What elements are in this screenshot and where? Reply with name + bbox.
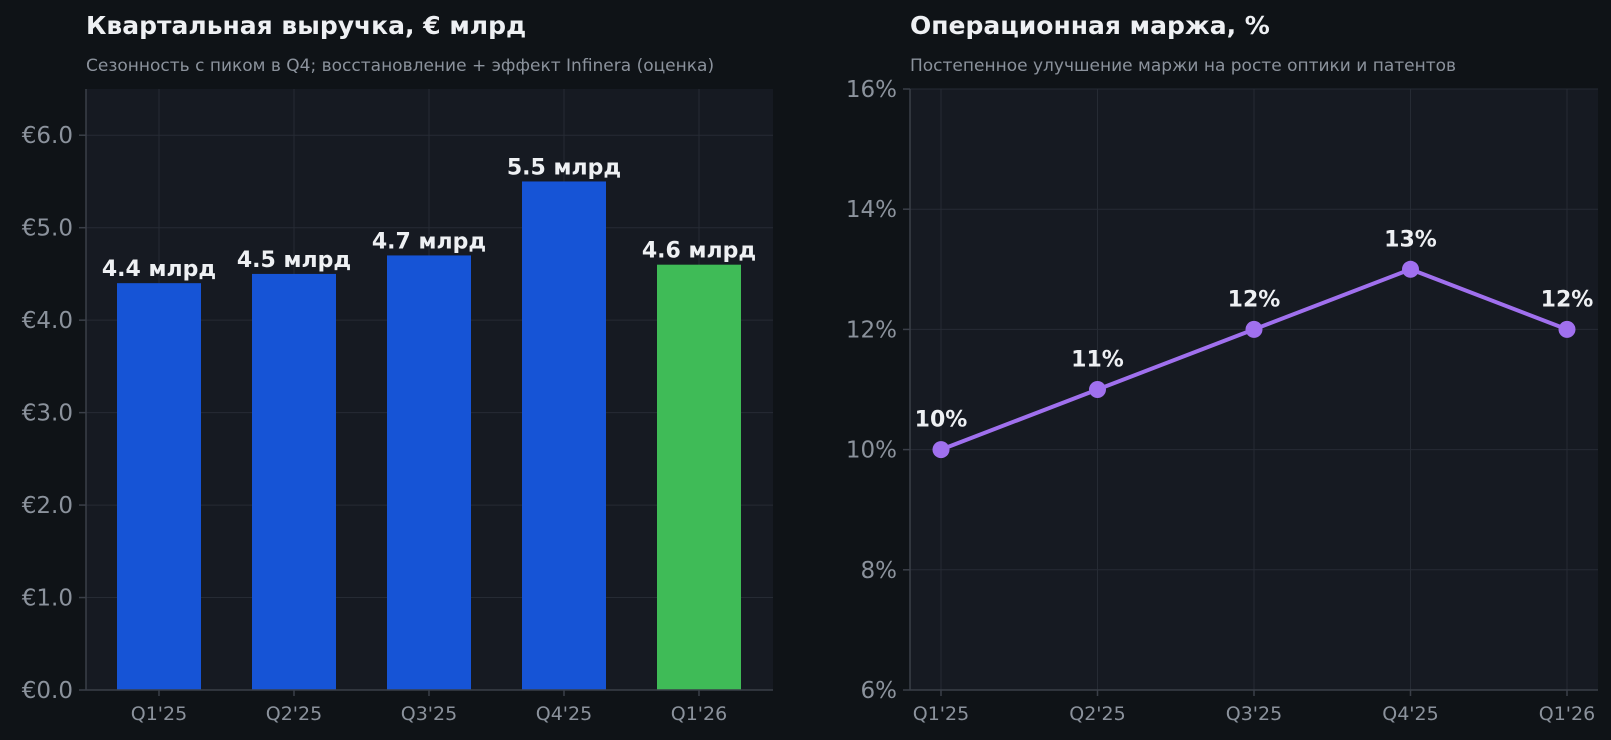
margin-x-ticks: Q1'25 Q2'25 Q3'25 Q4'25 Q1'26 <box>913 703 1595 725</box>
margin-data-label: 12% <box>1228 287 1281 312</box>
revenue-x-tick-label: Q1'25 <box>131 703 187 725</box>
revenue-bar-chart: Квартальная выручка, € млрд Сезонность с… <box>22 11 773 725</box>
margin-y-tick-label: 14% <box>846 197 897 223</box>
revenue-x-ticks: Q1'25 Q2'25 Q3'25 Q4'25 Q1'26 <box>131 703 727 725</box>
revenue-x-tick-label: Q3'25 <box>401 703 457 725</box>
revenue-data-labels: 4.4 млрд 4.5 млрд 4.7 млрд 5.5 млрд 4.6 млрд <box>102 155 756 282</box>
revenue-y-tick-label: €4.0 <box>22 308 73 334</box>
margin-y-tick-label: 10% <box>846 438 897 464</box>
revenue-x-tick-label: Q4'25 <box>536 703 592 725</box>
margin-y-tick-label: 16% <box>846 77 897 103</box>
revenue-x-tick-label: Q1'26 <box>671 703 727 725</box>
revenue-chart-title: Квартальная выручка, € млрд <box>86 11 526 40</box>
revenue-data-label: 4.6 млрд <box>642 239 756 264</box>
revenue-y-tick-label: €2.0 <box>22 493 73 519</box>
margin-data-label: 13% <box>1384 227 1437 252</box>
margin-y-tick-label: 6% <box>861 678 898 704</box>
margin-data-labels: 10% 11% 12% 13% 12% <box>915 227 1594 432</box>
revenue-bar-2 <box>252 273 336 690</box>
margin-y-tick-label: 12% <box>846 317 897 343</box>
margin-x-tick-label: Q3'25 <box>1226 703 1282 725</box>
margin-data-label: 12% <box>1541 287 1594 312</box>
margin-x-tick-label: Q1'25 <box>913 703 969 725</box>
revenue-y-tick-label: €5.0 <box>22 216 73 242</box>
revenue-data-label: 4.4 млрд <box>102 257 216 282</box>
margin-y-tick-label: 8% <box>861 558 898 584</box>
margin-point-2 <box>1089 381 1106 398</box>
revenue-bars <box>117 181 741 690</box>
margin-data-label: 10% <box>915 408 968 433</box>
margin-line-chart: Операционная маржа, % Постепенное улучше… <box>846 11 1598 725</box>
revenue-y-ticks: €0.0 €1.0 €2.0 €3.0 €4.0 €5.0 €6.0 <box>22 123 73 704</box>
margin-x-tick-label: Q2'25 <box>1069 703 1125 725</box>
revenue-y-tick-label: €6.0 <box>22 123 73 149</box>
revenue-x-tick-label: Q2'25 <box>266 703 322 725</box>
margin-point-5 <box>1558 320 1576 338</box>
revenue-y-tick-label: €3.0 <box>22 401 73 427</box>
margin-data-label: 11% <box>1071 348 1124 373</box>
margin-point-3 <box>1245 320 1263 338</box>
revenue-axes <box>79 89 773 696</box>
margin-x-tick-label: Q4'25 <box>1382 703 1438 725</box>
revenue-chart-subtitle: Сезонность с пиком в Q4; восстановление … <box>86 56 714 76</box>
margin-axes <box>903 88 1598 696</box>
revenue-bar-5 <box>657 264 741 690</box>
revenue-y-tick-label: €0.0 <box>22 678 73 704</box>
margin-chart-subtitle: Постепенное улучшение маржи на росте опт… <box>910 56 1456 76</box>
revenue-y-tick-label: €1.0 <box>22 586 73 612</box>
revenue-data-label: 4.7 млрд <box>372 229 486 254</box>
margin-x-tick-label: Q1'26 <box>1539 703 1595 725</box>
revenue-bar-3 <box>387 255 471 690</box>
margin-points <box>932 260 1576 459</box>
revenue-data-label: 5.5 млрд <box>507 155 621 180</box>
revenue-data-label: 4.5 млрд <box>237 248 351 273</box>
margin-point-4 <box>1402 260 1419 278</box>
revenue-bar-4 <box>522 181 606 690</box>
revenue-bar-1 <box>117 283 201 690</box>
margin-chart-title: Операционная маржа, % <box>910 11 1270 40</box>
margin-point-1 <box>932 441 950 459</box>
margin-y-ticks: 6% 8% 10% 12% 14% 16% <box>846 77 897 704</box>
